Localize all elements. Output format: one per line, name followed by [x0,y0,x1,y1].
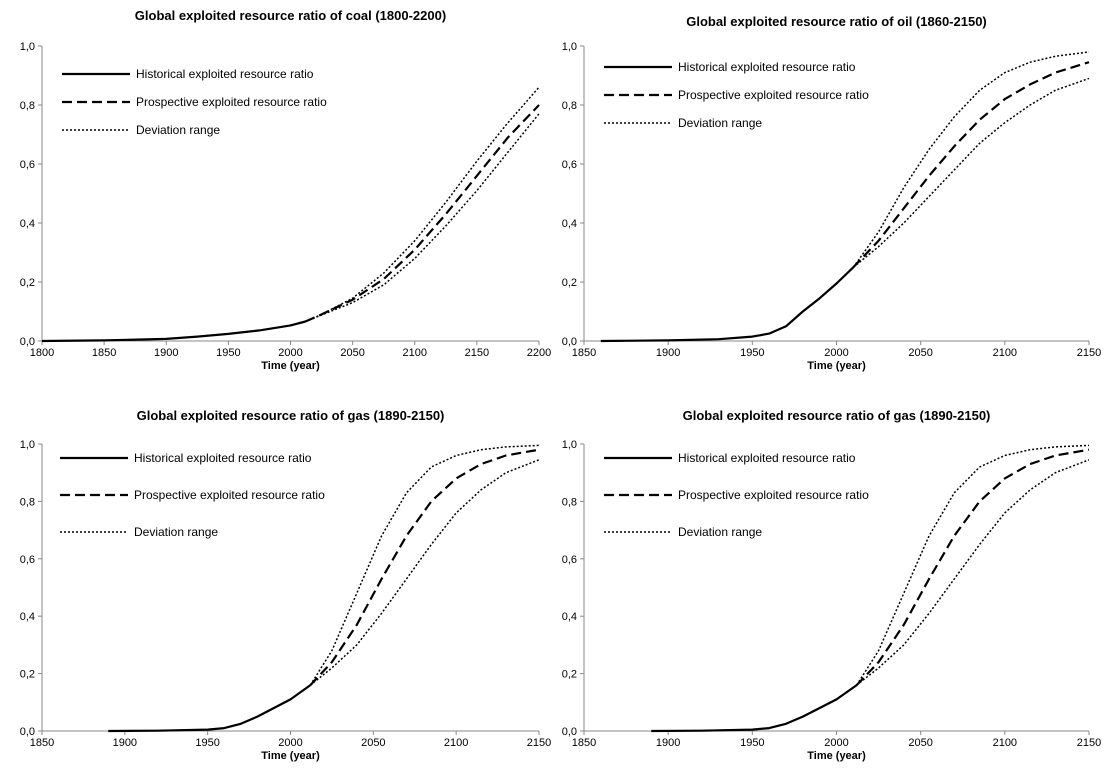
y-tick-label: 1,0 [562,41,577,53]
legend-label: Historical exploited resource ratio [136,67,314,81]
y-tick-label: 0,2 [20,277,35,289]
y-tick-label: 0,2 [562,669,577,681]
x-tick-label: 1800 [30,347,54,359]
x-tick-label: 2150 [1077,347,1101,359]
series-line-dotted [856,444,1090,686]
x-tick-label: 2200 [527,347,551,359]
x-tick-label: 1850 [572,737,596,749]
y-tick-label: 0,8 [20,496,35,508]
x-tick-label: 1850 [572,347,596,359]
x-axis-title: Time (year) [261,750,320,762]
x-tick-label: 2050 [340,347,364,359]
x-axis-title: Time (year) [807,750,866,762]
x-tick-label: 2100 [993,737,1017,749]
series-line-dotted [309,459,540,686]
chart-title: Global exploited resource ratio of gas (… [683,408,991,423]
series-line-dotted [305,86,540,323]
series-line-dashed [309,448,540,686]
x-tick-label: 2050 [908,737,932,749]
legend-label: Prospective exploited resource ratio [136,95,327,109]
x-tick-label: 2100 [403,347,427,359]
x-tick-label: 2100 [444,737,468,749]
chart-title: Global exploited resource ratio of coal … [135,8,446,23]
y-tick-label: 1,0 [20,41,35,53]
y-tick-label: 0,4 [20,218,35,230]
y-tick-label: 0,0 [20,336,35,348]
chart-title: Global exploited resource ratio of gas (… [137,408,445,423]
x-tick-label: 2150 [1077,737,1101,749]
y-tick-label: 0,8 [20,100,35,112]
y-tick-label: 0,4 [20,611,35,623]
x-tick-label: 2150 [465,347,489,359]
x-tick-label: 1950 [740,347,764,359]
legend-label: Prospective exploited resource ratio [678,88,869,102]
legend-label: Deviation range [134,525,218,539]
chart-panel-4: Global exploited resource ratio of gas (… [562,408,1102,762]
y-tick-label: 1,0 [20,439,35,451]
x-tick-label: 1850 [92,347,116,359]
x-tick-label: 2000 [824,347,848,359]
x-tick-label: 1950 [216,347,240,359]
chart-title: Global exploited resource ratio of oil (… [686,14,987,29]
x-tick-label: 2000 [278,347,302,359]
x-axis-title: Time (year) [261,360,320,372]
x-tick-label: 2050 [908,347,932,359]
series-line-dotted [852,51,1090,268]
y-tick-label: 0,6 [20,554,35,566]
chart-panel-1: Global exploited resource ratio of coal … [20,8,552,372]
y-tick-label: 1,0 [562,439,577,451]
legend-label: Prospective exploited resource ratio [678,488,869,502]
series-line-dotted [309,444,540,686]
series-line-solid [108,684,312,733]
x-tick-label: 1950 [195,737,219,749]
legend-label: Prospective exploited resource ratio [134,488,325,502]
y-tick-label: 0,8 [562,100,577,112]
legend-label: Historical exploited resource ratio [678,451,856,465]
series-line-dotted [852,77,1090,268]
legend-label: Historical exploited resource ratio [678,60,856,74]
y-tick-label: 0,0 [562,726,577,738]
y-tick-label: 0,2 [20,669,35,681]
series-line-dashed [852,61,1090,269]
series-line-dashed [855,448,1090,686]
x-tick-label: 1950 [740,737,764,749]
series-line-dashed [304,104,540,323]
legend-label: Deviation range [678,116,762,130]
x-tick-label: 2000 [278,737,302,749]
chart-panel-2: Global exploited resource ratio of oil (… [562,14,1102,372]
series-line-solid [651,684,858,733]
x-tick-label: 2100 [993,347,1017,359]
x-tick-label: 1900 [154,347,178,359]
y-tick-label: 0,6 [562,554,577,566]
x-tick-label: 1900 [113,737,137,749]
x-tick-label: 2050 [361,737,385,749]
series-line-solid [600,266,855,343]
series-line-dotted [856,459,1090,686]
series-line-solid [41,320,306,343]
x-axis-title: Time (year) [807,360,866,372]
y-tick-label: 0,6 [20,159,35,171]
y-tick-label: 0,8 [562,496,577,508]
y-tick-label: 0,4 [562,611,577,623]
series-line-dotted [305,113,540,323]
legend-label: Deviation range [678,525,762,539]
legend-label: Deviation range [136,123,220,137]
chart-panel-3: Global exploited resource ratio of gas (… [20,408,552,762]
legend-label: Historical exploited resource ratio [134,451,312,465]
x-tick-label: 1900 [656,347,680,359]
y-tick-label: 0,4 [562,218,577,230]
x-tick-label: 1900 [656,737,680,749]
y-tick-label: 0,2 [562,277,577,289]
x-tick-label: 2000 [824,737,848,749]
y-tick-label: 0,0 [20,726,35,738]
x-tick-label: 1850 [30,737,54,749]
y-tick-label: 0,6 [562,159,577,171]
x-tick-label: 2150 [527,737,551,749]
y-tick-label: 0,0 [562,336,577,348]
